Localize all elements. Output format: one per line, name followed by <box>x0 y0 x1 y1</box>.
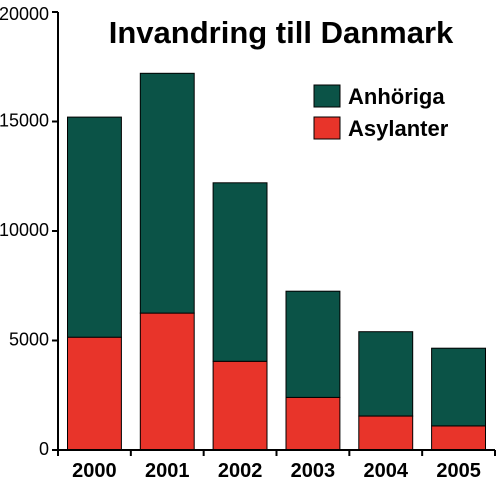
bar-anh-riga-2002 <box>212 182 268 362</box>
axes-layer <box>52 11 496 456</box>
bar-asylanter-2005 <box>431 425 487 451</box>
legend-label-anhoriga: Anhöriga <box>348 84 445 109</box>
legend-swatch-anhoriga <box>313 84 341 108</box>
x-tick-label-2002: 2002 <box>218 460 263 482</box>
labels-layer: 2000 2001 2002 2003 2004 2005 0 5000 10000 15000 2… <box>0 4 481 482</box>
x-tick-label-2001: 2001 <box>145 460 190 482</box>
bar-anh-riga-2005 <box>431 347 487 427</box>
bar-asylanter-2000 <box>67 336 122 451</box>
bar-anh-riga-2000 <box>67 116 122 338</box>
bar-asylanter-2001 <box>139 312 195 451</box>
bar-anh-riga-2004 <box>358 331 414 417</box>
bar-anh-riga-2001 <box>139 72 195 314</box>
bar-asylanter-2003 <box>285 396 341 451</box>
x-tick-label-2004: 2004 <box>364 460 409 482</box>
y-tick-label-20000: 20000 <box>0 4 49 24</box>
y-tick-label-5000: 5000 <box>9 329 49 349</box>
y-tick-label-0: 0 <box>39 439 49 459</box>
y-tick-label-10000: 10000 <box>0 220 49 240</box>
legend: Anhöriga Asylanter <box>313 84 449 141</box>
x-tick-label-2003: 2003 <box>291 460 336 482</box>
x-tick-label-2000: 2000 <box>72 460 117 482</box>
y-tick-label-15000: 15000 <box>0 110 49 130</box>
legend-swatch-asylanter <box>313 116 341 140</box>
bar-anh-riga-2003 <box>285 290 341 398</box>
bars-layer <box>67 72 487 451</box>
bar-asylanter-2004 <box>358 415 414 451</box>
legend-label-asylanter: Asylanter <box>348 116 449 141</box>
bar-asylanter-2002 <box>212 360 268 451</box>
x-tick-label-2005: 2005 <box>436 460 481 482</box>
chart-title: Invandring till Danmark <box>109 15 454 50</box>
